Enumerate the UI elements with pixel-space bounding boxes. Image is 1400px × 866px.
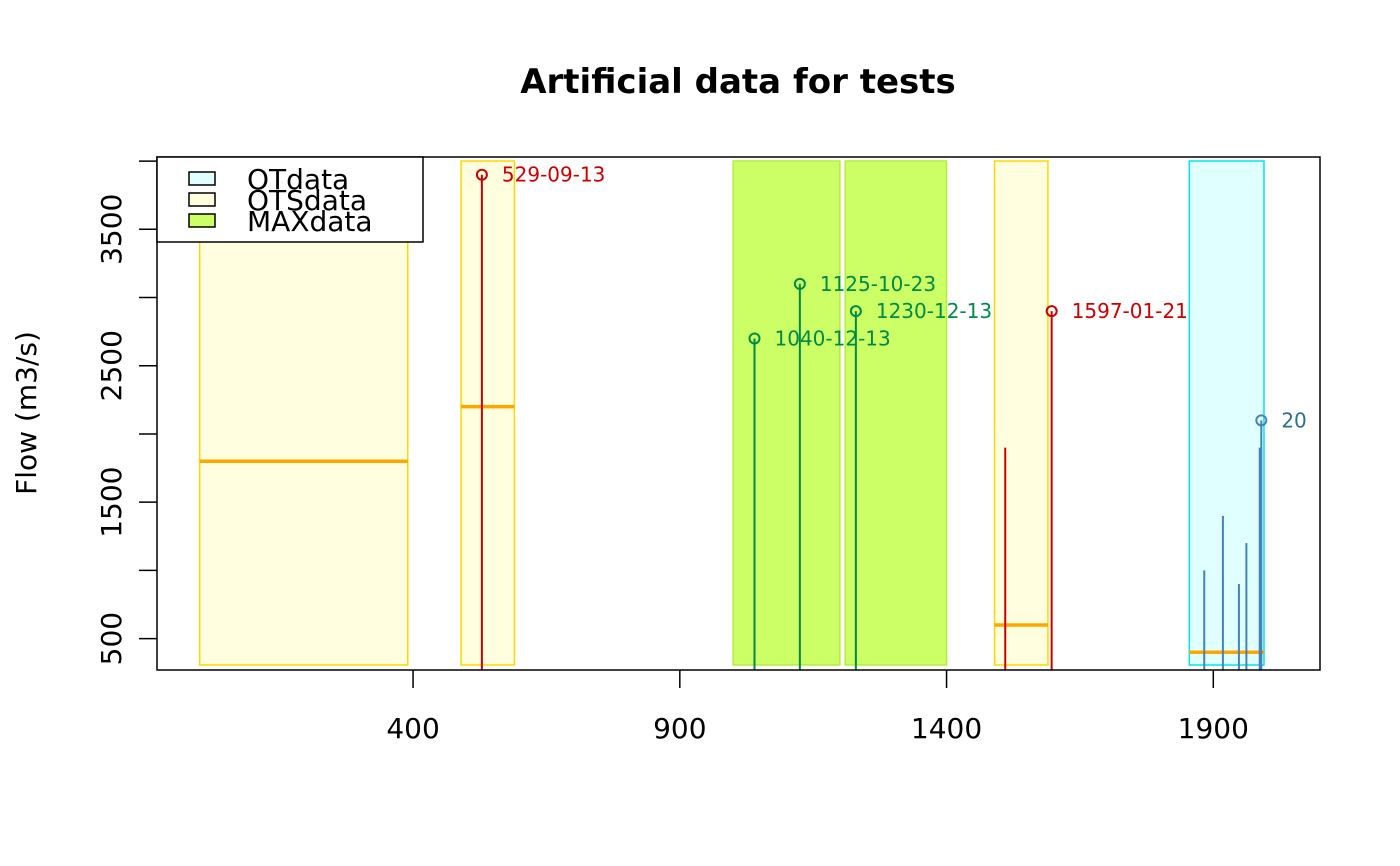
flood-label-0: 529-09-13 — [502, 163, 606, 187]
flood-point-6 — [1255, 414, 1268, 427]
max-period-0 — [732, 160, 841, 666]
y-tick-label-3: 3500 — [95, 194, 128, 265]
flood-point-3 — [849, 305, 862, 318]
legend-entry-2: MAXdata — [247, 205, 373, 238]
flood-label-6: 20 — [1281, 408, 1306, 432]
legend-swatch-2 — [188, 213, 216, 228]
y-tick-label-2: 2500 — [95, 330, 128, 401]
y-tick-label-1: 1500 — [95, 467, 128, 538]
flood-label-2: 1125-10-23 — [820, 272, 936, 296]
legend-swatch-1 — [188, 192, 216, 207]
y-tick-label-0: 500 — [95, 612, 128, 665]
y-axis-label: Flow (m3/s) — [10, 331, 43, 495]
legend-swatch-0 — [188, 171, 216, 186]
ots-period-2 — [993, 160, 1049, 666]
ot-period-0 — [1188, 160, 1265, 666]
plot-area: 529-09-13 1040-12-13 1125-10-23 1230-12-13 1… — [198, 160, 1307, 670]
flood-label-3: 1230-12-13 — [876, 299, 992, 323]
flood-point-4 — [1045, 305, 1058, 318]
axes: 400 900 1400 1900 500 1500 2500 3500 — [95, 156, 1321, 745]
legend-entry-0: OTdata — [247, 163, 349, 196]
flood-point-1 — [748, 332, 761, 345]
flood-label-4: 1597-01-21 — [1072, 299, 1188, 323]
legend-entry-1: OTSdata — [247, 184, 367, 217]
ots-period-0 — [198, 160, 409, 666]
x-tick-label-1: 900 — [653, 712, 706, 745]
max-period-1 — [844, 160, 948, 666]
flood-label-1: 1040-12-13 — [775, 326, 891, 350]
x-tick-label-0: 400 — [386, 712, 439, 745]
chart-title: Artificial data for tests — [520, 62, 956, 102]
x-tick-label-3: 1900 — [1178, 712, 1249, 745]
x-tick-label-2: 1400 — [911, 712, 982, 745]
flood-point-2 — [793, 277, 806, 290]
flood-point-0 — [475, 168, 488, 181]
plot-frame — [156, 156, 1321, 671]
ots-period-1 — [460, 160, 516, 666]
